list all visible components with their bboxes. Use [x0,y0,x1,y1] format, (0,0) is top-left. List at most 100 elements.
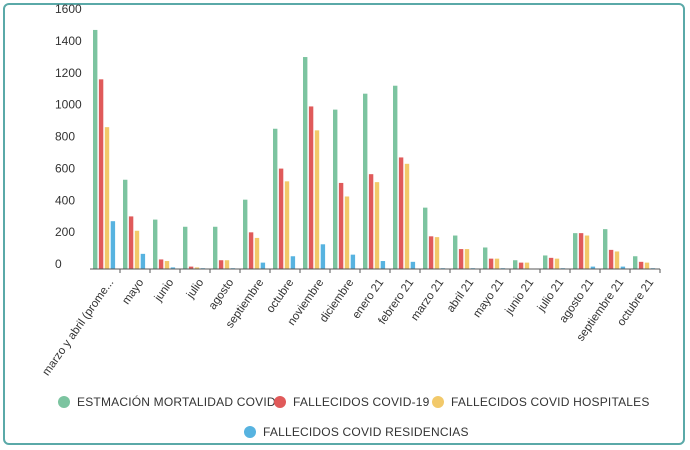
bar [434,237,440,269]
x-tick-label: julio [184,277,206,301]
y-tick-label: 0 [55,257,62,271]
x-tick-label: junio 21 [503,277,537,318]
bar [278,168,284,269]
legend-label: FALLECIDOS COVID-19 [293,395,430,409]
x-tick-label: mayo [120,277,146,307]
y-tick-label: 600 [55,161,75,175]
bar [314,130,320,269]
bar [590,266,596,269]
bar [183,226,188,269]
bar [320,244,326,269]
bar [374,182,380,269]
x-tick-label: octubre [265,277,297,315]
bar [608,249,614,269]
bar [543,255,548,269]
bar [603,229,608,269]
bar [578,233,584,269]
y-tick-label: 400 [55,193,75,207]
bar [213,226,218,269]
bar [518,262,524,269]
bar [633,256,638,269]
bar [380,261,386,269]
bar [644,262,650,269]
bar [368,174,374,269]
y-axis-ticks: 0 200 400 600 800 1000 1200 1400 1600 [55,2,82,271]
x-tick-label: agosto [207,277,237,312]
bar [638,261,644,269]
legend-marker [58,396,70,408]
bar [363,93,368,269]
chart-frame [3,3,685,445]
x-tick-label: marzo y abril (prome... [41,277,117,378]
bar [513,260,518,269]
y-tick-label: 1600 [55,2,82,16]
legend-label: ESTMACIÓN MORTALIDAD COVID [77,394,276,409]
bar [140,253,146,269]
bar [153,219,158,269]
bar [404,163,410,269]
bar [254,237,260,269]
bar [483,247,488,269]
bar [554,258,560,269]
y-tick-label: 1000 [55,98,82,112]
bar [164,261,170,269]
x-tick-label: junio [152,277,176,305]
bar [248,232,254,269]
bar [494,258,500,269]
bar [158,259,164,269]
bar [393,85,398,269]
bar [398,157,404,269]
bar [338,182,344,269]
bar [284,181,290,269]
y-tick-label: 800 [55,130,75,144]
legend-marker [432,396,444,408]
x-tick-label: abril 21 [445,277,476,315]
bar [524,262,530,269]
bar [260,262,266,269]
bar [290,256,296,269]
y-tick-label: 1200 [55,66,82,80]
bar [218,260,224,269]
bar [224,260,230,269]
y-tick-label: 1400 [55,34,82,48]
bar [488,258,494,269]
bar [170,267,176,269]
bar [194,267,200,269]
bar [104,127,110,269]
legend-marker [244,426,256,438]
bar [134,230,140,269]
legend: ESTMACIÓN MORTALIDAD COVID FALLECIDOS COV… [58,394,650,439]
bar [573,233,578,269]
bar [464,249,470,269]
x-tick-label: mayo 21 [471,277,506,320]
legend-label: FALLECIDOS COVID RESIDENCIAS [263,425,469,439]
bar [303,57,308,269]
bar [333,109,338,269]
bars [93,29,656,269]
bar [308,106,314,269]
bar [243,199,248,269]
bar [344,196,350,269]
bar [410,261,416,269]
bar [453,235,458,269]
bar [458,249,464,269]
x-axis-ticks: marzo y abril (prome... mayo junio julio ago… [41,269,661,378]
legend-label: FALLECIDOS COVID HOSPITALES [451,395,650,409]
bar [548,257,554,269]
bar [110,221,116,269]
bar [273,128,278,269]
bar [128,216,134,269]
bar [614,251,620,269]
bar [620,266,626,269]
bar [188,266,194,269]
bar [423,207,428,269]
bar [428,236,434,269]
x-tick-label: julio 21 [535,277,566,315]
bar [123,179,128,269]
bar [93,29,98,269]
bar [584,235,590,269]
y-tick-label: 200 [55,225,75,239]
bar [350,254,356,269]
legend-marker [274,396,286,408]
